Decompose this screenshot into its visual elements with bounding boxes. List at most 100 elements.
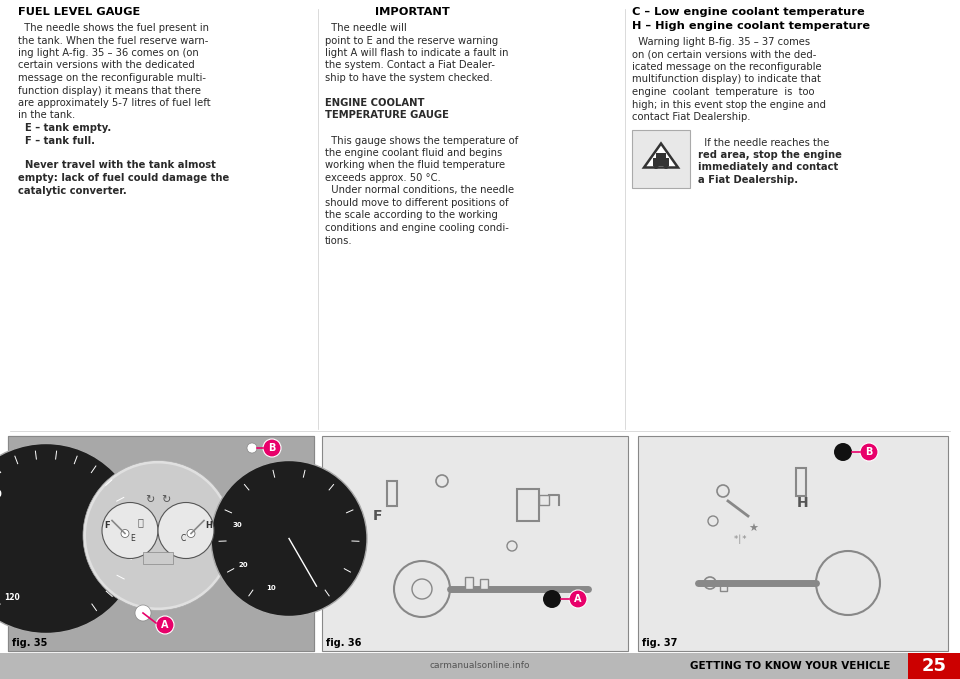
Text: fig. 37: fig. 37 xyxy=(642,638,678,648)
Text: 30: 30 xyxy=(233,521,243,528)
Text: TEMPERATURE GAUGE: TEMPERATURE GAUGE xyxy=(325,111,449,120)
Text: working when the fluid temperature: working when the fluid temperature xyxy=(325,160,505,170)
Text: engine  coolant  temperature  is  too: engine coolant temperature is too xyxy=(632,87,814,97)
Circle shape xyxy=(102,502,158,559)
Text: the tank. When the fuel reserve warn-: the tank. When the fuel reserve warn- xyxy=(18,35,208,45)
Circle shape xyxy=(211,460,367,617)
Text: on (on certain versions with the ded-: on (on certain versions with the ded- xyxy=(632,50,816,60)
Bar xyxy=(0,653,960,679)
Text: in the tank.: in the tank. xyxy=(18,111,75,120)
Text: multifunction display) to indicate that: multifunction display) to indicate that xyxy=(632,75,821,84)
Bar xyxy=(465,577,473,589)
Text: ★: ★ xyxy=(748,524,758,534)
Circle shape xyxy=(263,439,281,457)
Text: C – Low engine coolant temperature: C – Low engine coolant temperature xyxy=(632,7,865,17)
Text: point to E and the reserve warning: point to E and the reserve warning xyxy=(325,35,498,45)
Text: F: F xyxy=(372,509,382,523)
Bar xyxy=(322,436,628,651)
Text: Never travel with the tank almost: Never travel with the tank almost xyxy=(18,160,216,170)
Text: IMPORTANT: IMPORTANT xyxy=(375,7,449,17)
Text: The needle shows the fuel present in: The needle shows the fuel present in xyxy=(18,23,209,33)
Circle shape xyxy=(569,590,587,608)
Text: are approximately 5-7 litres of fuel left: are approximately 5-7 litres of fuel lef… xyxy=(18,98,210,108)
Bar xyxy=(8,436,314,651)
Text: contact Fiat Dealership.: contact Fiat Dealership. xyxy=(632,112,751,122)
Text: certain versions with the dedicated: certain versions with the dedicated xyxy=(18,60,195,71)
Bar xyxy=(720,581,727,591)
Text: the engine coolant fluid and begins: the engine coolant fluid and begins xyxy=(325,148,502,158)
Circle shape xyxy=(543,590,561,608)
Text: icated message on the reconfigurable: icated message on the reconfigurable xyxy=(632,62,822,72)
Bar xyxy=(796,468,806,496)
Text: immediately and contact: immediately and contact xyxy=(698,162,838,172)
Circle shape xyxy=(860,443,878,461)
Polygon shape xyxy=(644,143,678,168)
Text: The needle will: The needle will xyxy=(325,23,407,33)
Text: light A will flash to indicate a fault in: light A will flash to indicate a fault i… xyxy=(325,48,509,58)
Text: A: A xyxy=(161,620,169,630)
Circle shape xyxy=(834,443,852,461)
Bar xyxy=(517,489,539,521)
Bar xyxy=(539,495,549,505)
Text: *│*: *│* xyxy=(733,534,747,544)
Text: 25: 25 xyxy=(922,657,947,675)
Circle shape xyxy=(654,164,659,169)
Circle shape xyxy=(187,530,195,538)
Text: the system. Contact a Fiat Dealer-: the system. Contact a Fiat Dealer- xyxy=(325,60,495,71)
Text: 200: 200 xyxy=(0,490,2,499)
Bar xyxy=(143,551,173,564)
Text: conditions and engine cooling condi-: conditions and engine cooling condi- xyxy=(325,223,509,233)
Bar xyxy=(656,153,666,158)
Text: ⛽: ⛽ xyxy=(137,517,143,528)
Text: GETTING TO KNOW YOUR VEHICLE: GETTING TO KNOW YOUR VEHICLE xyxy=(690,661,890,671)
Text: A: A xyxy=(574,594,582,604)
Text: the scale according to the working: the scale according to the working xyxy=(325,210,498,221)
Text: catalytic converter.: catalytic converter. xyxy=(18,185,127,196)
Text: empty: lack of fuel could damage the: empty: lack of fuel could damage the xyxy=(18,173,229,183)
Bar xyxy=(908,653,960,679)
Text: ship to have the system checked.: ship to have the system checked. xyxy=(325,73,492,83)
Bar xyxy=(387,481,397,506)
Text: This gauge shows the temperature of: This gauge shows the temperature of xyxy=(325,136,518,145)
Text: ↻: ↻ xyxy=(145,496,155,505)
Text: ↻: ↻ xyxy=(161,496,171,505)
Text: function display) it means that there: function display) it means that there xyxy=(18,86,201,96)
Bar xyxy=(653,158,669,166)
Circle shape xyxy=(247,443,257,453)
Circle shape xyxy=(135,605,151,621)
Text: 10: 10 xyxy=(266,585,276,591)
Text: F: F xyxy=(105,521,109,530)
Text: carmanualsonline.info: carmanualsonline.info xyxy=(430,661,530,670)
Text: H: H xyxy=(797,496,809,510)
Text: FUEL LEVEL GAUGE: FUEL LEVEL GAUGE xyxy=(18,7,140,17)
Bar xyxy=(8,436,314,651)
Text: 120: 120 xyxy=(4,593,20,602)
Circle shape xyxy=(0,443,141,634)
Bar xyxy=(632,130,690,187)
Text: H: H xyxy=(205,521,212,530)
Text: E: E xyxy=(131,534,135,543)
Text: Under normal conditions, the needle: Under normal conditions, the needle xyxy=(325,185,515,196)
Text: E – tank empty.: E – tank empty. xyxy=(18,123,111,133)
Text: C: C xyxy=(180,534,185,543)
Text: F – tank full.: F – tank full. xyxy=(18,136,95,145)
Text: 20: 20 xyxy=(238,562,248,568)
Text: tions.: tions. xyxy=(325,236,352,246)
Bar xyxy=(480,579,488,589)
Text: high; in this event stop the engine and: high; in this event stop the engine and xyxy=(632,100,826,109)
Text: ing light A-fig. 35 – 36 comes on (on: ing light A-fig. 35 – 36 comes on (on xyxy=(18,48,199,58)
Text: exceeds approx. 50 °C.: exceeds approx. 50 °C. xyxy=(325,173,441,183)
Circle shape xyxy=(83,460,233,610)
Text: fig. 36: fig. 36 xyxy=(326,638,361,648)
Circle shape xyxy=(156,616,174,634)
Text: H – High engine coolant temperature: H – High engine coolant temperature xyxy=(632,21,870,31)
Bar xyxy=(638,436,948,651)
Text: a Fiat Dealership.: a Fiat Dealership. xyxy=(698,175,798,185)
Circle shape xyxy=(121,530,129,538)
Circle shape xyxy=(158,502,214,559)
Text: B: B xyxy=(865,447,873,457)
Text: ENGINE COOLANT: ENGINE COOLANT xyxy=(325,98,424,108)
Circle shape xyxy=(663,164,668,169)
Text: message on the reconfigurable multi-: message on the reconfigurable multi- xyxy=(18,73,206,83)
Text: red area, stop the engine: red area, stop the engine xyxy=(698,150,842,160)
